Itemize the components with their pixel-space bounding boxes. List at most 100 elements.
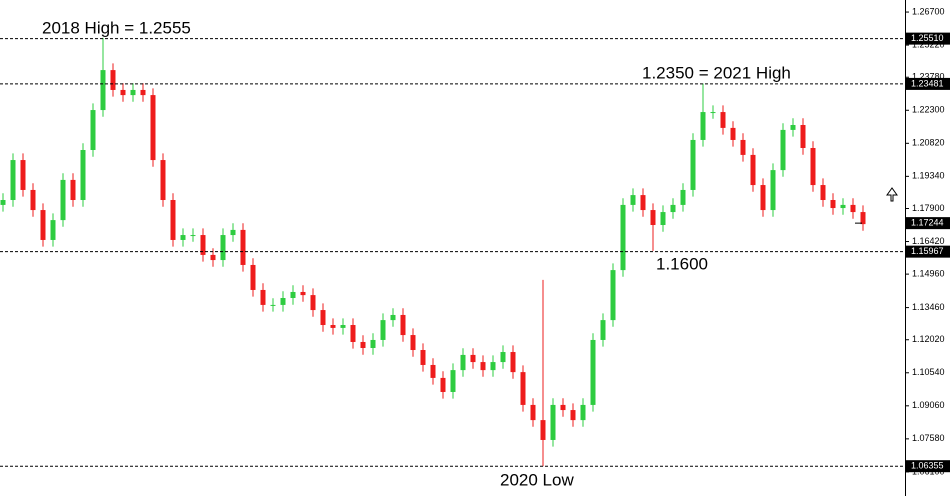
candle-body bbox=[330, 325, 336, 328]
candle-body bbox=[730, 127, 736, 140]
y-tick-label: 1.22300 bbox=[912, 105, 945, 115]
candle-body bbox=[210, 254, 216, 261]
candle-body bbox=[10, 160, 16, 201]
candle-body bbox=[230, 229, 236, 236]
annotation: 2018 High = 1.2555 bbox=[42, 18, 191, 37]
candle-body bbox=[130, 89, 136, 96]
candle-body bbox=[70, 179, 76, 201]
candle-body bbox=[410, 335, 416, 351]
y-tick-label: 1.13460 bbox=[912, 302, 945, 312]
current-label-bg bbox=[906, 217, 950, 230]
candle-body bbox=[310, 295, 316, 311]
y-tick-label: 1.20820 bbox=[912, 138, 945, 148]
y-tick-label: 1.26700 bbox=[912, 6, 945, 16]
candle-body bbox=[550, 404, 556, 440]
candle-body bbox=[190, 235, 196, 237]
candle-body bbox=[570, 410, 576, 421]
candle-body bbox=[790, 125, 796, 130]
candle-body bbox=[60, 179, 66, 221]
candle-body bbox=[110, 70, 116, 90]
candle-body bbox=[380, 320, 386, 340]
candle-body bbox=[140, 89, 146, 96]
candle-body bbox=[150, 95, 156, 161]
candle-body bbox=[540, 420, 546, 440]
candle-body bbox=[260, 289, 266, 305]
candle-body bbox=[490, 362, 496, 371]
candle-body bbox=[180, 235, 186, 240]
candle-body bbox=[620, 204, 626, 271]
candle-body bbox=[630, 195, 636, 205]
candle-body bbox=[350, 325, 356, 342]
candle-body bbox=[820, 185, 826, 201]
candle-body bbox=[750, 154, 756, 186]
candle-body bbox=[400, 314, 406, 336]
candle-body bbox=[220, 235, 226, 261]
candle-body bbox=[560, 404, 566, 411]
candle-body bbox=[480, 362, 486, 371]
candle-body bbox=[640, 195, 646, 211]
level-label-bg bbox=[906, 77, 950, 90]
candle-body bbox=[760, 185, 766, 211]
candle-body bbox=[170, 200, 176, 240]
candle-body bbox=[270, 304, 276, 306]
y-tick-label: 1.09060 bbox=[912, 400, 945, 410]
candle-body bbox=[290, 291, 296, 299]
candle-body bbox=[700, 112, 706, 140]
candle-body bbox=[460, 354, 466, 371]
scroll-icon[interactable] bbox=[886, 187, 898, 202]
annotation: 2020 Low bbox=[500, 470, 574, 489]
y-tick-label: 1.10540 bbox=[912, 367, 945, 377]
level-label-bg bbox=[906, 245, 950, 258]
candle-body bbox=[240, 229, 246, 265]
candle-body bbox=[840, 204, 846, 209]
candle-body bbox=[650, 210, 656, 226]
candle-body bbox=[320, 310, 326, 326]
candle-body bbox=[770, 170, 776, 211]
candle-body bbox=[80, 150, 86, 201]
candle-body bbox=[710, 112, 716, 114]
annotation: 1.2350 = 2021 High bbox=[642, 63, 791, 82]
candle-body bbox=[280, 298, 286, 305]
candle-body bbox=[830, 200, 836, 209]
candle-body bbox=[520, 372, 526, 405]
candle-body bbox=[780, 129, 786, 171]
y-tick-label: 1.14960 bbox=[912, 268, 945, 278]
candle-body bbox=[390, 314, 396, 321]
annotation: 1.1600 bbox=[656, 254, 708, 273]
candle-body bbox=[450, 370, 456, 392]
y-tick-label: 1.23780 bbox=[912, 72, 945, 82]
current-price-label: 1.17244 bbox=[911, 218, 944, 228]
candle-body bbox=[90, 110, 96, 151]
y-tick-label: 1.07580 bbox=[912, 433, 945, 443]
y-tick-label: 1.19340 bbox=[912, 171, 945, 181]
candle-body bbox=[510, 352, 516, 373]
candle-body bbox=[720, 112, 726, 128]
y-tick-label: 1.17900 bbox=[912, 203, 945, 213]
level-label: 1.06355 bbox=[911, 461, 944, 471]
candle-body bbox=[430, 364, 436, 378]
candle-body bbox=[370, 339, 376, 349]
level-label: 1.25510 bbox=[911, 33, 944, 43]
y-tick-label: 1.12020 bbox=[912, 334, 945, 344]
candle-body bbox=[360, 341, 366, 349]
candle-body bbox=[30, 189, 36, 211]
candle-body bbox=[530, 404, 536, 421]
candle-body bbox=[40, 210, 46, 240]
candle-body bbox=[200, 235, 206, 255]
candle-body bbox=[20, 160, 26, 190]
y-tick-label: 1.16420 bbox=[912, 236, 945, 246]
candle-body bbox=[810, 147, 816, 186]
candle-body bbox=[120, 89, 126, 96]
candle-body bbox=[850, 204, 856, 213]
candle-body bbox=[340, 325, 346, 328]
candle-body bbox=[600, 320, 606, 340]
level-label: 1.15967 bbox=[911, 246, 944, 256]
candle-body bbox=[580, 404, 586, 421]
candle-body bbox=[160, 160, 166, 201]
candle-body bbox=[610, 270, 616, 321]
candle-body bbox=[740, 139, 746, 155]
candle-body bbox=[500, 352, 506, 363]
level-label: 1.23481 bbox=[911, 78, 944, 88]
candle-body bbox=[50, 220, 56, 240]
